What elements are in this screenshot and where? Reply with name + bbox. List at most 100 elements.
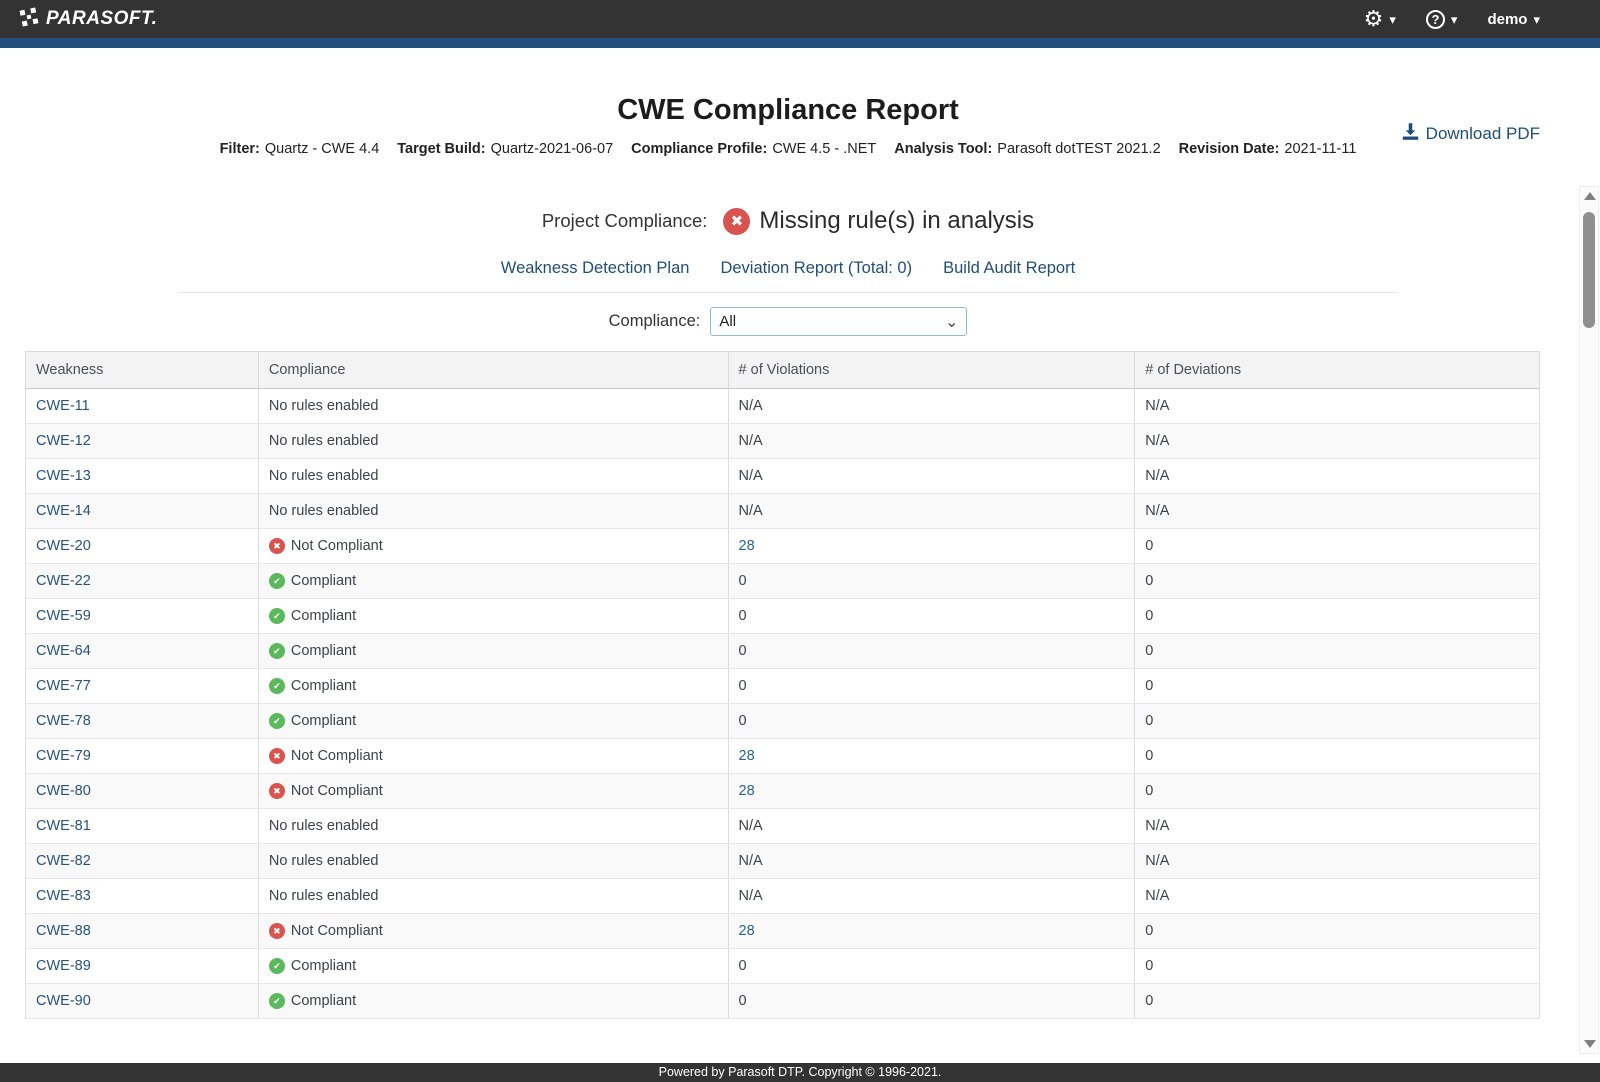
deviations-cell: N/A [1135, 459, 1540, 494]
scrollbar-thumb[interactable] [1583, 212, 1595, 328]
violations-cell: 0 [728, 984, 1135, 1019]
weakness-link[interactable]: CWE-12 [36, 433, 91, 449]
weakness-link[interactable]: CWE-14 [36, 503, 91, 519]
compliance-text: No rules enabled [269, 888, 379, 904]
compliance-cell: ✔ Compliant [258, 599, 728, 634]
table-row: CWE-64 ✔ Compliant 0 0 [26, 634, 1540, 669]
download-pdf-button[interactable]: Download PDF [1401, 122, 1540, 146]
weakness-link[interactable]: CWE-77 [36, 678, 91, 694]
build-audit-report-link[interactable]: Build Audit Report [943, 259, 1075, 278]
violations-cell: 0 [728, 634, 1135, 669]
not-compliant-x-icon: ✖ [269, 538, 285, 554]
weakness-link[interactable]: CWE-59 [36, 608, 91, 624]
scroll-down-arrow-icon[interactable] [1584, 1040, 1596, 1048]
meta-analysis-tool: Analysis Tool:Parasoft dotTEST 2021.2 [894, 141, 1160, 157]
violations-text: N/A [739, 818, 763, 834]
compliance-text: No rules enabled [269, 853, 379, 869]
violations-cell: N/A [728, 494, 1135, 529]
top-header-bar: PARASOFT. ⚙ ▾ ? ▾ demo ▾ [0, 0, 1600, 38]
deviations-text: 0 [1145, 573, 1153, 589]
weakness-link[interactable]: CWE-64 [36, 643, 91, 659]
compliance-text: No rules enabled [269, 503, 379, 519]
deviations-text: 0 [1145, 608, 1153, 624]
compliant-check-icon: ✔ [269, 608, 285, 624]
violations-text: N/A [739, 433, 763, 449]
parasoft-logo[interactable]: PARASOFT. [18, 6, 157, 33]
vertical-scrollbar[interactable] [1579, 186, 1599, 1054]
table-body: CWE-11 No rules enabled N/A N/A CWE-12 N… [26, 389, 1540, 1019]
weakness-link[interactable]: CWE-89 [36, 958, 91, 974]
meta-revision-date: Revision Date:2021-11-11 [1179, 141, 1357, 157]
table-header-row: Weakness Compliance # of Violations # of… [26, 352, 1540, 389]
compliance-text: Not Compliant [291, 923, 383, 939]
weakness-link[interactable]: CWE-81 [36, 818, 91, 834]
user-menu-button[interactable]: demo ▾ [1487, 11, 1540, 28]
violations-cell: 0 [728, 564, 1135, 599]
compliance-text: Compliant [291, 993, 356, 1009]
weakness-link[interactable]: CWE-78 [36, 713, 91, 729]
deviations-cell: N/A [1135, 389, 1540, 424]
table-row: CWE-59 ✔ Compliant 0 0 [26, 599, 1540, 634]
violations-link[interactable]: 28 [739, 923, 755, 939]
weakness-link[interactable]: CWE-11 [36, 398, 90, 414]
column-header-violations: # of Violations [728, 352, 1135, 389]
violations-cell: N/A [728, 809, 1135, 844]
not-compliant-x-icon: ✖ [269, 783, 285, 799]
table-row: CWE-12 No rules enabled N/A N/A [26, 424, 1540, 459]
weakness-link[interactable]: CWE-22 [36, 573, 91, 589]
weakness-link[interactable]: CWE-13 [36, 468, 91, 484]
deviations-text: N/A [1145, 468, 1169, 484]
compliance-text: Compliant [291, 573, 356, 589]
deviations-text: 0 [1145, 993, 1153, 1009]
parasoft-logo-text: PARASOFT. [46, 8, 157, 30]
deviations-cell: N/A [1135, 809, 1540, 844]
weakness-link[interactable]: CWE-90 [36, 993, 91, 1009]
deviations-text: N/A [1145, 818, 1169, 834]
table-row: CWE-22 ✔ Compliant 0 0 [26, 564, 1540, 599]
weakness-link[interactable]: CWE-80 [36, 783, 91, 799]
weakness-cell: CWE-12 [26, 424, 259, 459]
deviations-text: N/A [1145, 853, 1169, 869]
deviations-cell: 0 [1135, 949, 1540, 984]
compliance-cell: No rules enabled [258, 424, 728, 459]
violations-cell: 28 [728, 914, 1135, 949]
violations-link[interactable]: 28 [739, 748, 755, 764]
settings-menu-button[interactable]: ⚙ ▾ [1364, 8, 1396, 30]
deviations-cell: N/A [1135, 494, 1540, 529]
weakness-cell: CWE-90 [26, 984, 259, 1019]
compliance-cell: ✖ Not Compliant [258, 774, 728, 809]
not-compliant-x-icon: ✖ [269, 748, 285, 764]
violations-cell: 28 [728, 774, 1135, 809]
compliance-cell: ✔ Compliant [258, 669, 728, 704]
deviations-text: 0 [1145, 678, 1153, 694]
page-title: CWE Compliance Report [0, 94, 1576, 127]
deviations-text: 0 [1145, 923, 1153, 939]
compliance-filter-select[interactable]: All [710, 307, 967, 336]
violations-link[interactable]: 28 [739, 538, 755, 554]
table-row: CWE-79 ✖ Not Compliant 28 0 [26, 739, 1540, 774]
deviations-cell: 0 [1135, 634, 1540, 669]
help-menu-button[interactable]: ? ▾ [1426, 10, 1458, 29]
weakness-detection-plan-link[interactable]: Weakness Detection Plan [501, 259, 690, 278]
weakness-link[interactable]: CWE-20 [36, 538, 91, 554]
weakness-link[interactable]: CWE-79 [36, 748, 91, 764]
user-menu-label: demo [1487, 11, 1527, 28]
violations-text: 0 [739, 958, 747, 974]
help-icon: ? [1426, 10, 1445, 29]
table-row: CWE-90 ✔ Compliant 0 0 [26, 984, 1540, 1019]
violations-cell: N/A [728, 459, 1135, 494]
violations-text: N/A [739, 468, 763, 484]
violations-cell: 0 [728, 949, 1135, 984]
weakness-cell: CWE-59 [26, 599, 259, 634]
violations-text: N/A [739, 503, 763, 519]
scroll-up-arrow-icon[interactable] [1584, 192, 1596, 200]
column-header-deviations: # of Deviations [1135, 352, 1540, 389]
weakness-cell: CWE-81 [26, 809, 259, 844]
compliance-cell: ✔ Compliant [258, 634, 728, 669]
deviation-report-link[interactable]: Deviation Report (Total: 0) [720, 259, 912, 278]
weakness-cell: CWE-11 [26, 389, 259, 424]
weakness-link[interactable]: CWE-88 [36, 923, 91, 939]
weakness-link[interactable]: CWE-82 [36, 853, 91, 869]
violations-link[interactable]: 28 [739, 783, 755, 799]
weakness-link[interactable]: CWE-83 [36, 888, 91, 904]
